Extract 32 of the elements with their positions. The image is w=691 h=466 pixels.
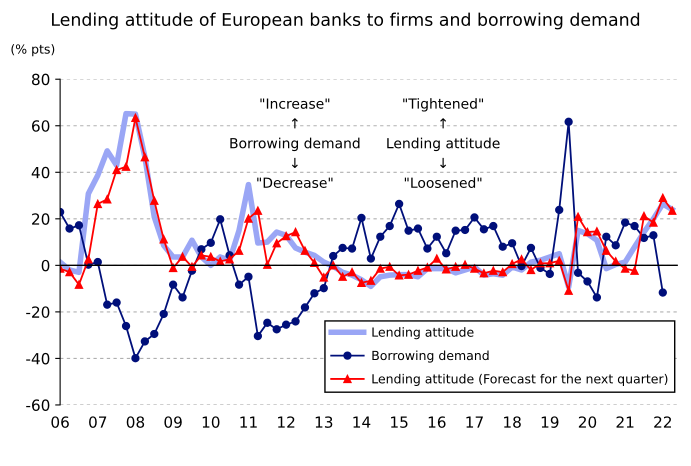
chart-title: Lending attitude of European banks to firms and borrowing demand	[52, 12, 640, 30]
x-tick-label: 22	[654, 416, 671, 428]
x-tick-label: 11	[240, 416, 257, 428]
x-tick-label: 07	[89, 416, 106, 428]
y-tick-label: 40	[32, 166, 50, 178]
y-tick-label: -60	[26, 399, 50, 411]
x-tick-label: 14	[353, 416, 370, 428]
x-tick-label: 19	[542, 416, 558, 428]
y-tick-label: -40	[26, 352, 50, 364]
legend-label: Borrowing demand	[372, 350, 489, 363]
annotation: "Tightened" ↑ Lending attitude ↓ "Loosened"	[387, 98, 500, 188]
x-tick-label: 17	[466, 416, 483, 428]
x-tick-label: 08	[126, 416, 144, 428]
y-tick-label: 60	[32, 120, 50, 132]
y-axis-title: (% pts)	[11, 44, 54, 56]
x-tick-label: 16	[428, 416, 446, 428]
x-tick-label: 21	[616, 416, 634, 428]
x-tick-label: 15	[391, 416, 408, 428]
x-tick-label: 10	[202, 416, 220, 428]
y-tick-label: -20	[26, 306, 50, 318]
x-tick-label: 18	[504, 416, 521, 428]
y-tick-label: 0	[42, 260, 50, 272]
y-tick-label: 20	[32, 213, 50, 225]
y-tick-label: 80	[32, 74, 50, 86]
x-tick-label: 20	[578, 416, 596, 428]
x-tick-label: 09	[164, 416, 182, 428]
legend-label: Lending attitude (Forecast for the next quarter)	[372, 374, 668, 386]
x-tick-label: 06	[51, 416, 69, 428]
x-tick-label: 12	[278, 416, 294, 428]
x-tick-label: 13	[316, 416, 332, 428]
legend-label: Lending attitude	[372, 327, 474, 340]
annotation: "Increase" ↑ Borrowing demand ↓ "Decrease"	[230, 98, 360, 188]
